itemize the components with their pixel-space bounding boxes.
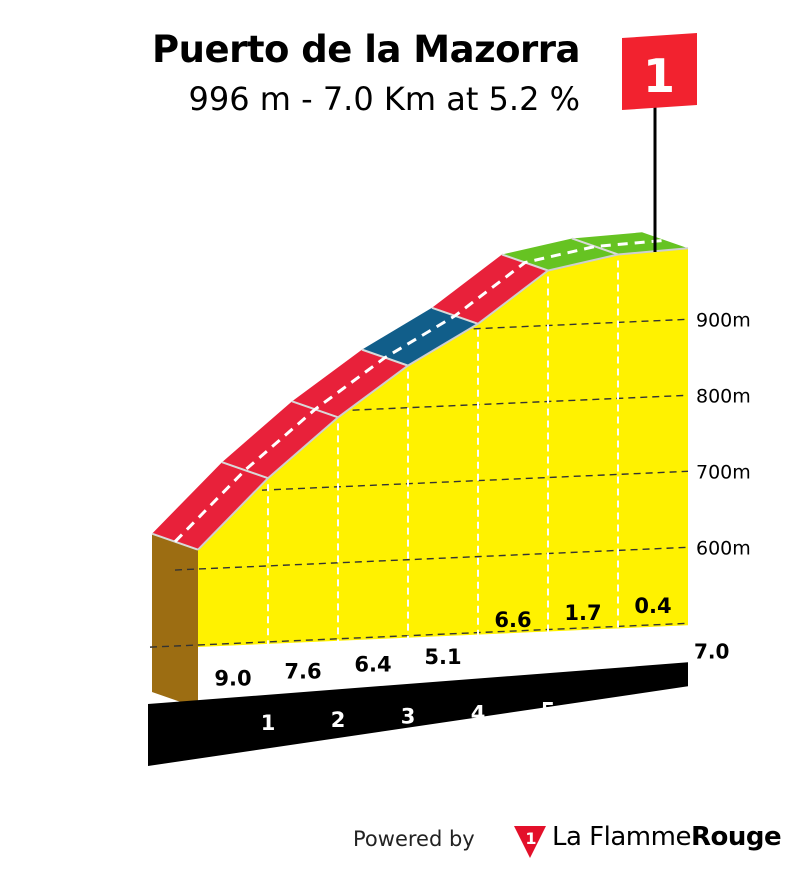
- profile-front-fill: [198, 248, 688, 648]
- elevation-tick-label: 700m: [696, 461, 751, 483]
- climb-subtitle: 996 m - 7.0 Km at 5.2 %: [188, 80, 581, 118]
- km-marker-label: 1: [261, 711, 276, 735]
- category-flag-label: 1: [643, 49, 675, 103]
- profile-fill-layer: [198, 248, 688, 648]
- profile-side-face: [152, 533, 198, 708]
- elevation-tick-label: 600m: [696, 537, 751, 559]
- km-marker-labels: 1 2 3 4 5 6 7.0: [261, 639, 730, 735]
- summit-flag: 1: [622, 33, 697, 252]
- gradient-label: 6.4: [354, 652, 391, 676]
- elevation-tick-label: 800m: [696, 385, 751, 407]
- gradient-labels: 9.0 7.6 6.4 5.1 6.6 1.7 0.4: [214, 594, 671, 691]
- elevation-gridline: [352, 394, 689, 411]
- gradient-segment: [292, 349, 408, 418]
- gradient-label: 0.4: [634, 594, 671, 618]
- elevation-gridline: [174, 546, 689, 571]
- km-marker-label: 2: [331, 708, 346, 732]
- gradient-label: 7.6: [284, 659, 321, 683]
- climb-profile-chart: 9.0 7.6 6.4 5.1 6.6 1.7 0.4 1 2 3 4 5 6 7.0 600m 700m…: [148, 33, 751, 766]
- segment-divider: [151, 532, 199, 551]
- profile-side-layer: [152, 533, 198, 708]
- km-marker-label: 4: [471, 702, 486, 726]
- gradient-segment: [572, 232, 688, 255]
- gradient-segment: [222, 401, 338, 479]
- gradient-segment: [152, 462, 268, 550]
- climb-title: Puerto de la Mazorra: [152, 28, 580, 71]
- km-marker-label: 5: [541, 699, 556, 723]
- elevation-gridline: [149, 622, 689, 648]
- gradient-segment: [362, 307, 478, 366]
- powered-by-footer: Powered by 1 La FlammeRouge: [0, 818, 800, 862]
- gradient-label: 1.7: [564, 601, 601, 625]
- elevation-tick-label: 900m: [696, 309, 751, 331]
- gradient-label: 6.6: [494, 608, 531, 632]
- powered-by-label: Powered by: [353, 827, 475, 851]
- total-distance-label: 7.0: [694, 639, 729, 663]
- segment-divider: [571, 237, 619, 256]
- gradient-label: 9.0: [214, 666, 251, 690]
- base-band: [148, 662, 688, 766]
- brand-flag-label: 1: [525, 829, 536, 848]
- km-gridlines: [267, 260, 619, 705]
- brand-name: La FlammeRouge: [552, 822, 782, 852]
- elevation-tick-labels: 600m 700m 800m 900m: [696, 309, 751, 559]
- profile-base-layer: [148, 662, 688, 766]
- km-marker-label: 6: [611, 695, 626, 719]
- brand-name-bold: Rouge: [690, 822, 782, 852]
- segment-divider: [221, 461, 269, 480]
- brand-name-regular: La Flamme: [552, 822, 691, 852]
- gradient-label: 5.1: [424, 645, 461, 669]
- elevation-gridlines: [149, 318, 689, 648]
- category-flag-icon: [622, 33, 697, 110]
- km-marker-label: 3: [401, 705, 416, 729]
- la-flamme-rouge-logo-icon: 1: [514, 826, 546, 858]
- strip-front-edge: [197, 247, 689, 551]
- gradient-segment: [432, 254, 548, 324]
